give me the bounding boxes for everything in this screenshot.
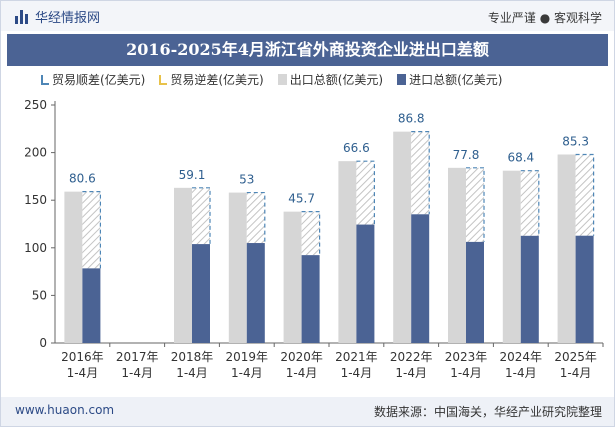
- x-tick-label-8-0: 2024年: [500, 350, 543, 364]
- export-bar-0: [64, 191, 83, 343]
- import-bar-7: [466, 241, 484, 343]
- surplus-outline-5: [356, 160, 375, 225]
- surplus-hatch-7: [466, 167, 484, 242]
- export-bar-2: [174, 187, 192, 343]
- import-bar-4: [301, 255, 320, 343]
- chart-title: 2016-2025年4月浙江省外商投资企业进出口差额: [126, 40, 489, 59]
- y-tick-label-4: 200: [24, 146, 47, 160]
- legend-label-export: 出口总额(亿美元): [289, 73, 384, 87]
- legend-label-import: 进口总额(亿美元): [409, 73, 503, 87]
- x-tick-label-1-1: 1-4月: [121, 366, 153, 380]
- import-bar-6: [411, 214, 430, 343]
- export-bar-6: [393, 131, 412, 343]
- x-tick-label-4-0: 2020年: [280, 350, 323, 364]
- legend-item-export: 出口总额(亿美元): [277, 71, 384, 88]
- export-bar-4: [283, 211, 302, 343]
- x-tick-label-0-1: 1-4月: [67, 366, 99, 380]
- x-tick-label-5-1: 1-4月: [341, 366, 373, 380]
- legend-swatch-export: [277, 74, 287, 85]
- surplus-hatch-8: [520, 170, 539, 236]
- surplus-label-8: 68.4: [507, 151, 534, 165]
- export-bar-5: [338, 161, 357, 343]
- surplus-label-7: 77.8: [453, 148, 480, 162]
- surplus-hatch-4: [301, 211, 320, 256]
- footer-website: www.huaon.com: [15, 403, 115, 417]
- x-tick-label-0-0: 2016年: [61, 350, 104, 364]
- export-bar-7: [448, 167, 466, 343]
- import-bar-9: [575, 235, 594, 343]
- x-tick-label-9-0: 2025年: [554, 350, 597, 364]
- x-tick-label-9-1: 1-4月: [560, 366, 592, 380]
- import-bar-0: [82, 268, 101, 343]
- bar-chart-logo-icon: [15, 9, 29, 24]
- y-tick-label-1: 50: [32, 288, 47, 302]
- x-tick-label-2-1: 1-4月: [176, 366, 208, 380]
- surplus-label-5: 66.6: [343, 141, 370, 155]
- x-tick-label-2-0: 2018年: [171, 350, 214, 364]
- legend-swatch-import: [397, 74, 407, 85]
- x-tick-label-3-0: 2019年: [226, 350, 269, 364]
- legend-item-import: 进口总额(亿美元): [397, 71, 503, 88]
- import-bar-8: [520, 235, 539, 343]
- import-bar-5: [356, 224, 375, 343]
- surplus-label-6: 86.8: [398, 112, 425, 126]
- surplus-outline-3: [246, 191, 266, 244]
- y-tick-label-2: 100: [24, 241, 47, 255]
- surplus-hatch-6: [411, 131, 430, 215]
- surplus-hatch-3: [246, 192, 265, 244]
- legend-label-surplus: 贸易顺差(亿美元): [52, 73, 146, 87]
- legend-item-deficit: 贸易逆差(亿美元): [159, 71, 264, 88]
- x-tick-label-3-1: 1-4月: [231, 366, 263, 380]
- x-tick-label-6-0: 2022年: [390, 350, 433, 364]
- surplus-label-0: 80.6: [69, 172, 96, 186]
- import-bar-2: [192, 244, 210, 343]
- surplus-outline-9: [575, 153, 595, 236]
- x-tick-label-8-1: 1-4月: [505, 366, 537, 380]
- export-bar-9: [557, 154, 576, 343]
- surplus-outline-7: [466, 167, 485, 242]
- surplus-label-2: 59.1: [179, 168, 206, 182]
- legend: 贸易顺差(亿美元) 贸易逆差(亿美元) 出口总额(亿美元) 进口总额(亿美元): [41, 71, 503, 88]
- x-tick-label-1-0: 2017年: [116, 350, 159, 364]
- surplus-hatch-9: [575, 154, 594, 236]
- surplus-outline-0: [82, 191, 101, 269]
- legend-item-surplus: 贸易顺差(亿美元): [41, 71, 145, 88]
- legend-label-deficit: 贸易逆差(亿美元): [170, 73, 264, 87]
- surplus-hatch-5: [356, 161, 375, 225]
- import-bar-3: [246, 243, 265, 343]
- top-bar: 华经情报网 专业严谨 ● 客观科学: [1, 1, 614, 31]
- y-tick-label-5: 250: [24, 98, 47, 112]
- tagline: 专业严谨 ● 客观科学: [487, 11, 602, 25]
- x-tick-label-7-1: 1-4月: [450, 366, 482, 380]
- y-tick-label-0: 0: [39, 336, 47, 350]
- surplus-outline-8: [520, 170, 540, 236]
- surplus-outline-4: [301, 211, 321, 256]
- legend-swatch-surplus: [41, 74, 49, 85]
- surplus-label-4: 45.7: [288, 192, 315, 206]
- export-bar-8: [502, 170, 521, 343]
- x-tick-label-5-0: 2021年: [335, 350, 378, 364]
- surplus-hatch-0: [82, 191, 101, 269]
- brand: 华经情报网: [15, 7, 100, 26]
- y-tick-label-3: 150: [24, 193, 47, 207]
- x-tick-label-6-1: 1-4月: [395, 366, 427, 380]
- title-bar: 2016-2025年4月浙江省外商投资企业进出口差额: [7, 34, 608, 66]
- surplus-label-9: 85.3: [562, 135, 589, 149]
- plot-area: 0 50 100 150 200 250 2016年 1-4月 80.6 2017年 1-4月 201…: [24, 98, 604, 380]
- surplus-outline-6: [411, 131, 430, 215]
- footer-source: 数据来源：中国海关，华经产业研究院整理: [373, 405, 602, 419]
- legend-swatch-deficit: [159, 74, 168, 85]
- surplus-hatch-2: [192, 187, 210, 245]
- brand-name: 华经情报网: [35, 11, 101, 26]
- export-bar-3: [228, 192, 247, 343]
- surplus-label-3: 53: [239, 173, 254, 187]
- footer: www.huaon.com 数据来源：中国海关，华经产业研究院整理: [1, 397, 614, 426]
- surplus-outline-2: [192, 187, 211, 245]
- x-tick-label-7-0: 2023年: [445, 350, 488, 364]
- x-tick-label-4-1: 1-4月: [286, 366, 318, 380]
